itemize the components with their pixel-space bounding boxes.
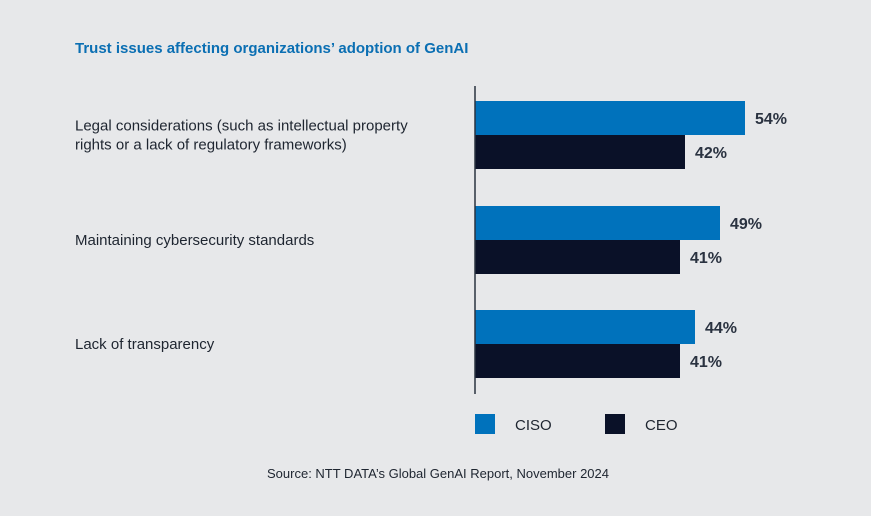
data-label: 41% xyxy=(690,250,722,267)
legend-swatch-ciso xyxy=(475,414,495,434)
bar-ciso xyxy=(475,206,720,240)
legend-swatch-ceo xyxy=(605,414,625,434)
category-label: Lack of transparency xyxy=(75,336,215,353)
legend-label-ciso: CISO xyxy=(515,417,552,434)
data-label: 54% xyxy=(755,111,787,128)
data-label: 44% xyxy=(705,320,737,337)
bar-ciso xyxy=(475,101,745,135)
data-label: 41% xyxy=(690,354,722,371)
category-label: Legal considerations (such as intellectu… xyxy=(75,118,408,135)
category-label: Maintaining cybersecurity standards xyxy=(75,232,314,249)
legend-label-ceo: CEO xyxy=(645,417,678,434)
data-label: 49% xyxy=(730,216,762,233)
source-note: Source: NTT DATA’s Global GenAI Report, … xyxy=(267,466,609,481)
chart-title: Trust issues affecting organizations’ ad… xyxy=(75,40,468,57)
bar-ceo xyxy=(475,135,685,169)
bar-ceo xyxy=(475,344,680,378)
category-label: rights or a lack of regulatory framework… xyxy=(75,137,347,154)
data-label: 42% xyxy=(695,145,727,162)
bar-ceo xyxy=(475,240,680,274)
bar-ciso xyxy=(475,310,695,344)
